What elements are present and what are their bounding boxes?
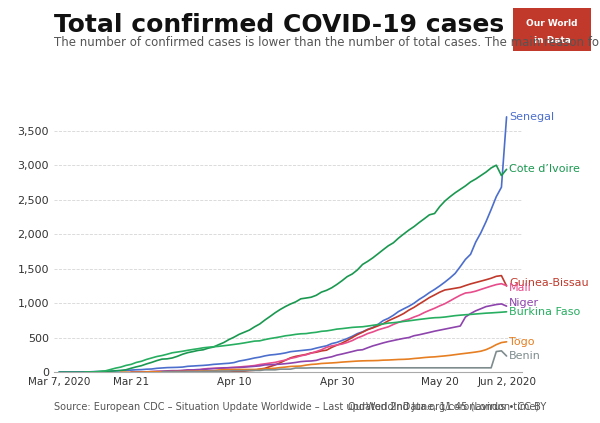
Text: Cote d’Ivoire: Cote d’Ivoire	[509, 164, 580, 174]
Text: Togo: Togo	[509, 337, 535, 347]
Text: Senegal: Senegal	[509, 112, 554, 122]
Text: Guinea-Bissau: Guinea-Bissau	[509, 278, 589, 288]
Text: Mali: Mali	[509, 283, 532, 293]
Text: in Data: in Data	[533, 36, 571, 45]
Text: Burkina Faso: Burkina Faso	[509, 307, 580, 317]
Text: Benin: Benin	[509, 351, 541, 361]
Text: Our World: Our World	[526, 19, 578, 28]
Text: Source: European CDC – Situation Update Worldwide – Last updated 2nd June, 11:45: Source: European CDC – Situation Update …	[54, 402, 539, 412]
Text: The number of confirmed cases is lower than the number of total cases. The main : The number of confirmed cases is lower t…	[54, 36, 600, 49]
Text: Niger: Niger	[509, 297, 539, 308]
Text: OurWorldInData.org/coronavirus • CC BY: OurWorldInData.org/coronavirus • CC BY	[348, 402, 546, 412]
Text: Total confirmed COVID-19 cases: Total confirmed COVID-19 cases	[54, 13, 504, 37]
